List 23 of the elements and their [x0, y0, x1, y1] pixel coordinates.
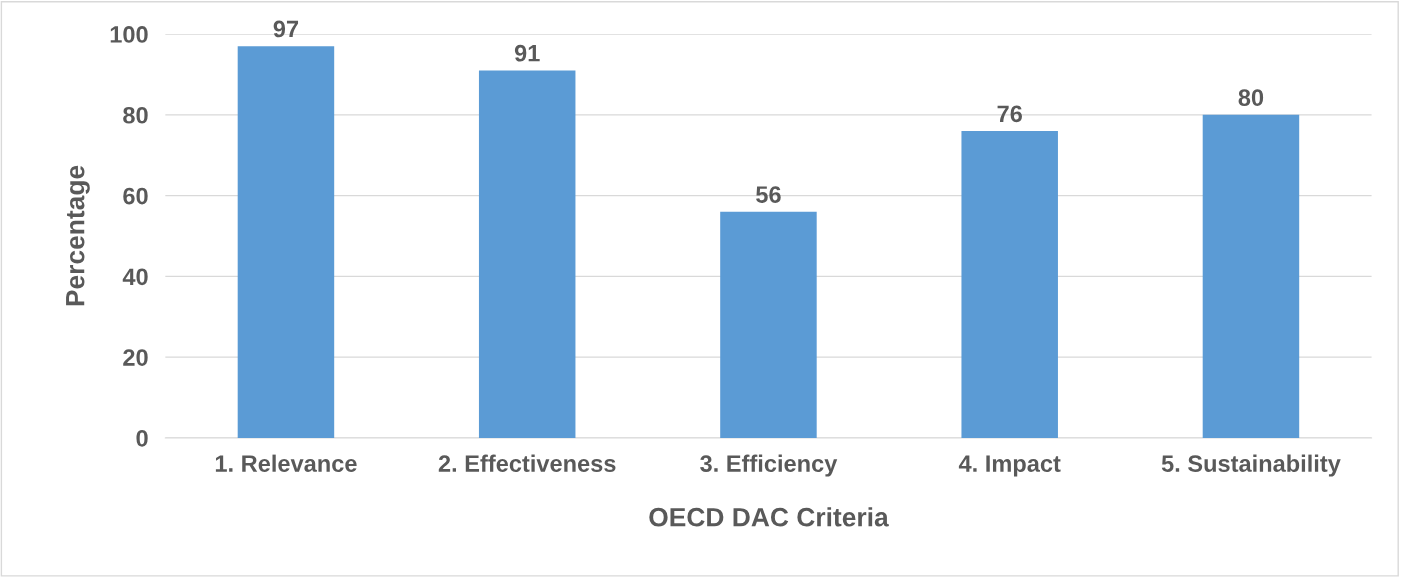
- bar: [720, 211, 817, 438]
- x-axis-title: OECD DAC Criteria: [649, 507, 889, 527]
- y-tick-label: 60: [123, 187, 148, 205]
- bar: [1202, 114, 1300, 438]
- y-tick-label: 20: [123, 349, 148, 366]
- y-tick-label: 0: [136, 430, 148, 447]
- data-label: 80: [1238, 89, 1264, 106]
- data-label: 56: [756, 186, 781, 203]
- bar: [961, 130, 1058, 438]
- bar: [478, 70, 576, 438]
- data-label: 97: [273, 20, 299, 38]
- y-axis-title: Percentage: [66, 165, 90, 306]
- data-label: 76: [997, 105, 1022, 123]
- x-tick-label: 5. Sustainability: [1161, 454, 1341, 477]
- x-tick-label: 2. Effectiveness: [438, 454, 616, 472]
- x-tick-label: 3. Efficiency: [700, 454, 838, 477]
- bar: [237, 46, 335, 438]
- x-tick-label: 1. Relevance: [215, 454, 357, 472]
- y-tick-label: 100: [110, 26, 148, 43]
- y-tick-label: 40: [122, 268, 148, 286]
- y-tick-label: 80: [123, 106, 148, 124]
- data-label: 91: [514, 44, 540, 62]
- x-tick-label: 4. Impact: [958, 455, 1061, 477]
